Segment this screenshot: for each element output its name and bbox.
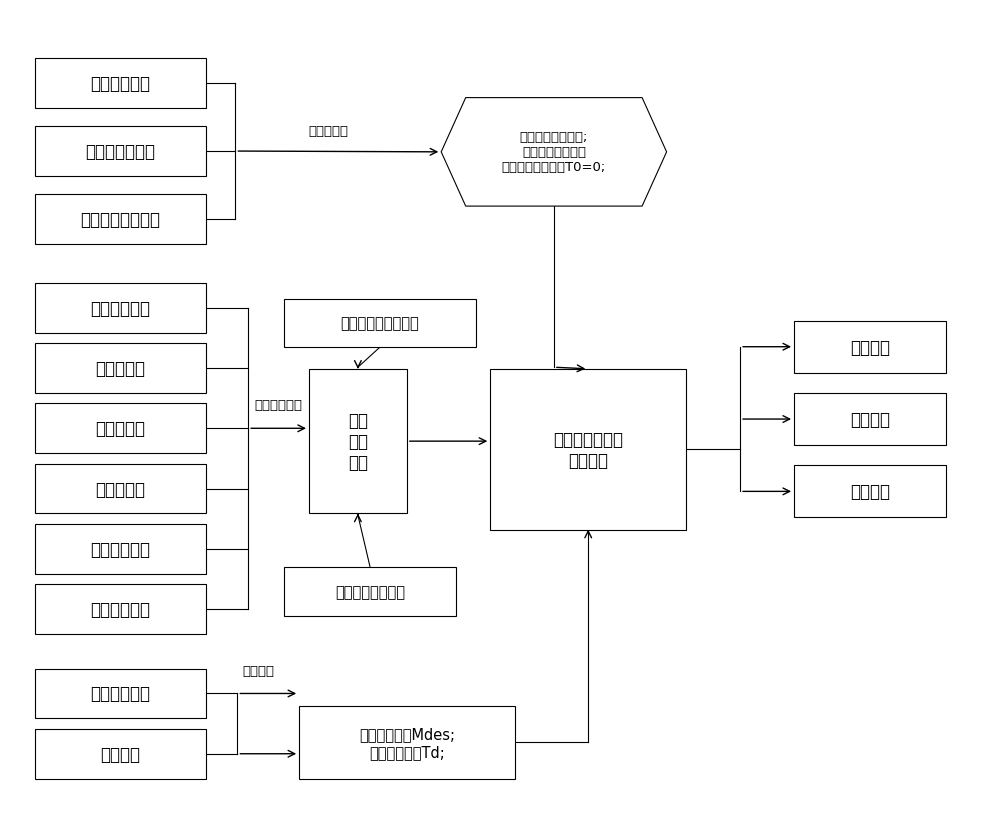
Text: 加入新液: 加入新液	[850, 482, 890, 500]
Text: 磁场电流强度: 磁场电流强度	[90, 600, 150, 618]
Text: 回收泵转速: 回收泵转速	[95, 420, 145, 437]
FancyBboxPatch shape	[34, 669, 206, 718]
FancyBboxPatch shape	[794, 393, 946, 446]
FancyBboxPatch shape	[34, 344, 206, 393]
Text: 补水速率: 补水速率	[850, 338, 890, 356]
Text: 机床类型修正系数: 机床类型修正系数	[335, 584, 405, 600]
Text: 环境温湿度修正系数: 环境温湿度修正系数	[341, 316, 419, 331]
Text: 抛光轮转速: 抛光轮转速	[95, 480, 145, 498]
FancyBboxPatch shape	[309, 369, 407, 514]
FancyBboxPatch shape	[284, 300, 476, 348]
FancyBboxPatch shape	[794, 466, 946, 518]
FancyBboxPatch shape	[34, 524, 206, 574]
FancyBboxPatch shape	[490, 369, 686, 530]
Text: 计算
修正
系数: 计算 修正 系数	[348, 412, 368, 472]
Polygon shape	[441, 98, 667, 207]
FancyBboxPatch shape	[34, 283, 206, 333]
Text: 计算补水速率和
补水时长: 计算补水速率和 补水时长	[553, 430, 623, 469]
Text: 设置目标粘度Mdes;
设置响应时间Td;: 设置目标粘度Mdes; 设置响应时间Td;	[359, 726, 455, 758]
Text: 磁流变液温度: 磁流变液温度	[90, 300, 150, 317]
Text: 磁流变液总质量: 磁流变液总质量	[85, 143, 155, 161]
FancyBboxPatch shape	[34, 404, 206, 454]
Text: 设定目标粘度: 设定目标粘度	[90, 685, 150, 703]
Text: 磁流变液型号: 磁流变液型号	[90, 75, 150, 93]
FancyBboxPatch shape	[299, 707, 515, 779]
FancyBboxPatch shape	[794, 321, 946, 373]
FancyBboxPatch shape	[34, 127, 206, 177]
Text: 工作状态信息: 工作状态信息	[255, 398, 303, 411]
Text: 响应时间: 响应时间	[100, 744, 140, 762]
FancyBboxPatch shape	[34, 59, 206, 108]
FancyBboxPatch shape	[34, 195, 206, 245]
Text: 设置磁流变液质量;
磁流变液初始粘度
磁流变液使用时长T0=0;: 设置磁流变液质量; 磁流变液初始粘度 磁流变液使用时长T0=0;	[502, 131, 606, 174]
FancyBboxPatch shape	[284, 568, 456, 616]
Text: 补水时长: 补水时长	[850, 410, 890, 428]
FancyBboxPatch shape	[34, 729, 206, 779]
FancyBboxPatch shape	[34, 585, 206, 634]
Text: 磁流变液原始粘度: 磁流变液原始粘度	[80, 211, 160, 229]
Text: 传送泵转速: 传送泵转速	[95, 360, 145, 378]
Text: 初始化信息: 初始化信息	[308, 125, 349, 138]
FancyBboxPatch shape	[34, 464, 206, 514]
Text: 循环系统流量: 循环系统流量	[90, 541, 150, 558]
Text: 查询参数: 查询参数	[242, 665, 274, 677]
